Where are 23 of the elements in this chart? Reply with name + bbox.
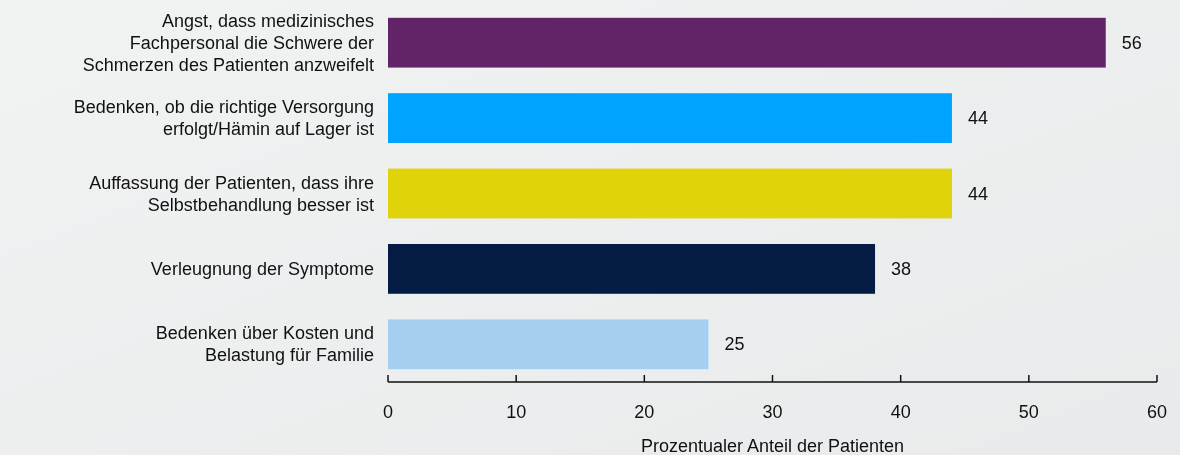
y-tick-label: Auffassung der Patienten, dass ihre Selbstbehandlung besser ist (89, 172, 374, 215)
y-tick-label: Bedenken, ob die richtige Versorgung erfolgt/Hämin auf Lager ist (73, 97, 374, 140)
x-tick-label: 10 (506, 402, 527, 422)
x-tick-label: 60 (1146, 402, 1168, 422)
data-label: 25 (724, 334, 745, 355)
bar (388, 17, 1106, 68)
x-tick-label: 0 (382, 402, 394, 422)
data-label: 38 (891, 258, 912, 279)
x-tick-label: 50 (1018, 402, 1039, 422)
bar (388, 319, 709, 370)
data-label: 44 (967, 108, 988, 129)
data-label: 56 (1121, 32, 1142, 53)
y-tick-label: Bedenken über Kosten und Belastung für Familie (155, 323, 374, 366)
x-tick-label: 20 (634, 402, 655, 422)
bar (388, 168, 952, 219)
x-tick-label: 40 (890, 402, 911, 422)
y-tick-label: Verleugnung der Symptome (150, 258, 374, 279)
data-label: 44 (967, 183, 988, 204)
x-axis-title: Prozentualer Anteil der Patienten (640, 436, 905, 455)
bar (388, 244, 876, 294)
y-tick-label: Angst, dass medizinisches Fachpersonal die Schwere der Schmerzen des Patienten anzweifelt (82, 10, 374, 75)
bar (388, 93, 952, 143)
x-tick-label: 30 (762, 402, 783, 422)
